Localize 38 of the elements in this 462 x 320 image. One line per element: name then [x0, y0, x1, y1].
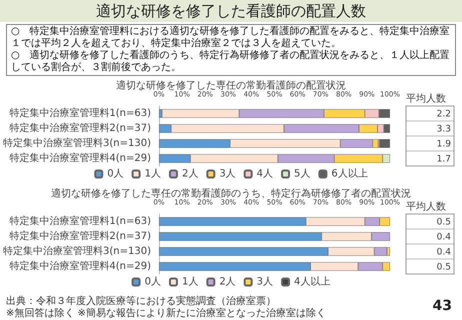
text: 適切な研修を修了した看護師の配置人数: [0, 0, 462, 22]
source-note: 出典：令和３年度入院医療等における実態調査（治療室票）: [6, 296, 277, 308]
legend-label: 2人: [219, 276, 236, 288]
text: 平均人数: [406, 92, 446, 104]
y-tick-label: 特定集中治療室管理料1(n=63): [9, 107, 152, 119]
chart-title: 適切な研修を修了した専任の常勤看護師のうち、特定行為研修修了者の配置状況: [51, 188, 411, 200]
text: 0.4: [436, 248, 452, 258]
y-tick-label: 特定集中治療室管理料3(n=130): [3, 137, 152, 149]
legend-label: 6人以上: [331, 168, 368, 180]
legend-label: 0人: [144, 276, 161, 288]
legend-label: 1人: [144, 168, 161, 180]
y-tick-label: 特定集中治療室管理料4(n=29): [9, 260, 152, 272]
chart-title: 適切な研修を修了した専任の常勤看護師の配置状況: [116, 80, 346, 92]
text: 1.7: [436, 154, 451, 164]
text: 3.3: [436, 124, 451, 134]
y-tick-label: 特定集中治療室管理料2(n=37): [9, 230, 152, 242]
y-tick-label: 特定集中治療室管理料2(n=37): [9, 122, 152, 134]
text: 平均人数: [406, 200, 446, 212]
text: 43: [432, 298, 452, 314]
legend-label: 4人以上: [294, 276, 330, 288]
legend-label: 4人: [256, 168, 274, 180]
text: 0.5: [436, 218, 451, 228]
text: ○ 特定集中治療室管理料における適切な研修を修了した看護師の配置をみると、特定集中治療室１では平均２人を超えており、特定集中治療室２では３人を超えていた。: [11, 26, 451, 50]
legend-label: 2人: [182, 168, 198, 180]
legend-label: 3人: [256, 276, 274, 288]
y-tick-label: 特定集中治療室管理料3(n=130): [3, 245, 152, 257]
text: 0.5: [436, 262, 451, 272]
y-tick-label: 特定集中治療室管理料4(n=29): [9, 152, 152, 164]
y-tick-label: 特定集中治療室管理料1(n=63): [9, 215, 152, 227]
text: 1.9: [436, 140, 452, 150]
text: 2.2: [436, 110, 451, 120]
legend-label: 0人: [107, 168, 124, 180]
legend-label: 5人: [294, 168, 310, 180]
text: ※無回答は除く ※簡易な報告により新たに治療室となった治療室は除く: [6, 308, 326, 320]
legend-label: 1人: [182, 276, 198, 288]
legend-label: 3人: [219, 168, 236, 180]
text: 0.4: [436, 232, 452, 242]
text: ○ 適切な研修を修了した看護師のうち、特定行為研修修了者の配置状況をみると、１人以上配置している割合が、３割前後であった。: [11, 50, 451, 74]
